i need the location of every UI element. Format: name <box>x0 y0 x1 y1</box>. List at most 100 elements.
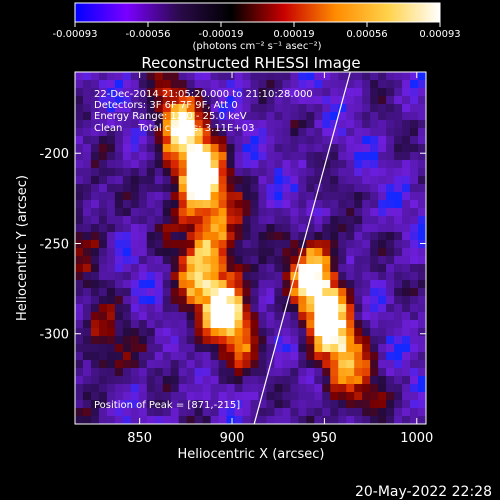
heatmap-cell <box>418 288 426 297</box>
heatmap-cell <box>418 200 426 209</box>
heatmap-cell <box>410 360 419 369</box>
heatmap-cell <box>274 224 283 233</box>
heatmap-cell <box>266 72 275 81</box>
heatmap-cell <box>354 176 363 185</box>
heatmap-cell <box>154 288 164 297</box>
heatmap-cell <box>218 384 228 393</box>
heatmap-cell <box>306 152 315 161</box>
heatmap-cell <box>170 176 180 185</box>
heatmap-cell <box>82 248 92 257</box>
heatmap-cell <box>330 152 339 161</box>
heatmap-cell <box>250 360 259 369</box>
heatmap-cell <box>290 416 299 424</box>
heatmap-cell <box>394 288 403 297</box>
heatmap-cell <box>370 368 379 377</box>
heatmap-cell <box>354 248 363 257</box>
heatmap-cell <box>226 136 236 145</box>
heatmap-cell <box>162 168 172 177</box>
heatmap-cell <box>418 80 426 89</box>
heatmap-cell <box>322 416 331 424</box>
heatmap-cell <box>386 400 395 409</box>
heatmap-cell <box>194 232 204 241</box>
heatmap-cell <box>186 216 196 225</box>
heatmap-cell <box>146 248 156 257</box>
heatmap-cell <box>306 264 315 273</box>
heatmap-cell <box>154 120 164 129</box>
heatmap-cell <box>234 328 244 337</box>
heatmap-cell <box>82 376 92 385</box>
heatmap-cell <box>378 216 387 225</box>
heatmap-cell <box>250 168 259 177</box>
heatmap-cell <box>362 80 371 89</box>
heatmap-cell <box>226 192 236 201</box>
heatmap-cell <box>194 288 204 297</box>
heatmap-cell <box>394 176 403 185</box>
heatmap-cell <box>418 248 426 257</box>
heatmap-cell <box>138 192 148 201</box>
heatmap-cell <box>138 320 148 329</box>
heatmap-cell <box>314 80 323 89</box>
heatmap-cell <box>138 120 148 129</box>
heatmap-cell <box>82 80 92 89</box>
heatmap-cell <box>162 208 172 217</box>
heatmap-cell <box>370 272 379 281</box>
heatmap-cell <box>266 344 275 353</box>
heatmap-cell <box>282 328 291 337</box>
heatmap-cell <box>202 216 212 225</box>
heatmap-cell <box>146 256 156 265</box>
heatmap-cell <box>402 160 411 169</box>
heatmap-cell <box>418 96 426 105</box>
heatmap-cell <box>394 208 403 217</box>
heatmap-cell <box>90 376 100 385</box>
heatmap-cell <box>330 304 339 313</box>
heatmap-cell <box>290 152 299 161</box>
heatmap-cell <box>106 112 116 121</box>
heatmap-cell <box>130 280 140 289</box>
heatmap-cell <box>322 208 331 217</box>
heatmap-cell <box>218 416 228 424</box>
heatmap-cell <box>162 232 172 241</box>
heatmap-cell <box>138 200 148 209</box>
heatmap-cell <box>250 208 259 217</box>
heatmap-cell <box>162 72 172 81</box>
heatmap-cell <box>258 296 267 305</box>
heatmap-cell <box>106 120 116 129</box>
heatmap-cell <box>210 328 220 337</box>
heatmap-cell <box>90 360 100 369</box>
heatmap-cell <box>170 200 180 209</box>
heatmap-cell <box>242 360 251 369</box>
heatmap-cell <box>90 336 100 345</box>
heatmap-cell <box>210 80 220 89</box>
heatmap-cell <box>346 128 355 137</box>
heatmap-cell <box>138 384 148 393</box>
heatmap-cell <box>82 240 92 249</box>
heatmap-cell <box>242 120 251 129</box>
heatmap-cell <box>266 160 275 169</box>
heatmap-cell <box>346 320 355 329</box>
heatmap-cell <box>82 368 92 377</box>
heatmap-cell <box>290 384 299 393</box>
heatmap-cell <box>154 160 164 169</box>
heatmap-cell <box>202 80 212 89</box>
heatmap-cell <box>258 392 267 401</box>
heatmap-cell <box>290 176 299 185</box>
heatmap-cell <box>202 136 212 145</box>
heatmap-cell <box>106 384 116 393</box>
y-tick-label: -200 <box>39 147 69 162</box>
heatmap-cell <box>410 72 419 81</box>
heatmap-cell <box>386 296 395 305</box>
heatmap-cell <box>75 72 84 81</box>
heatmap-cell <box>314 376 323 385</box>
heatmap-cell <box>138 336 148 345</box>
heatmap-cell <box>354 144 363 153</box>
heatmap-cell <box>90 136 100 145</box>
heatmap-cell <box>202 344 212 353</box>
heatmap-cell <box>210 376 220 385</box>
heatmap-cell <box>226 376 236 385</box>
heatmap-cell <box>170 248 180 257</box>
heatmap-cell <box>114 384 124 393</box>
heatmap-cell <box>322 96 331 105</box>
heatmap-cell <box>322 168 331 177</box>
heatmap-cell <box>90 288 100 297</box>
heatmap-cell <box>402 344 411 353</box>
